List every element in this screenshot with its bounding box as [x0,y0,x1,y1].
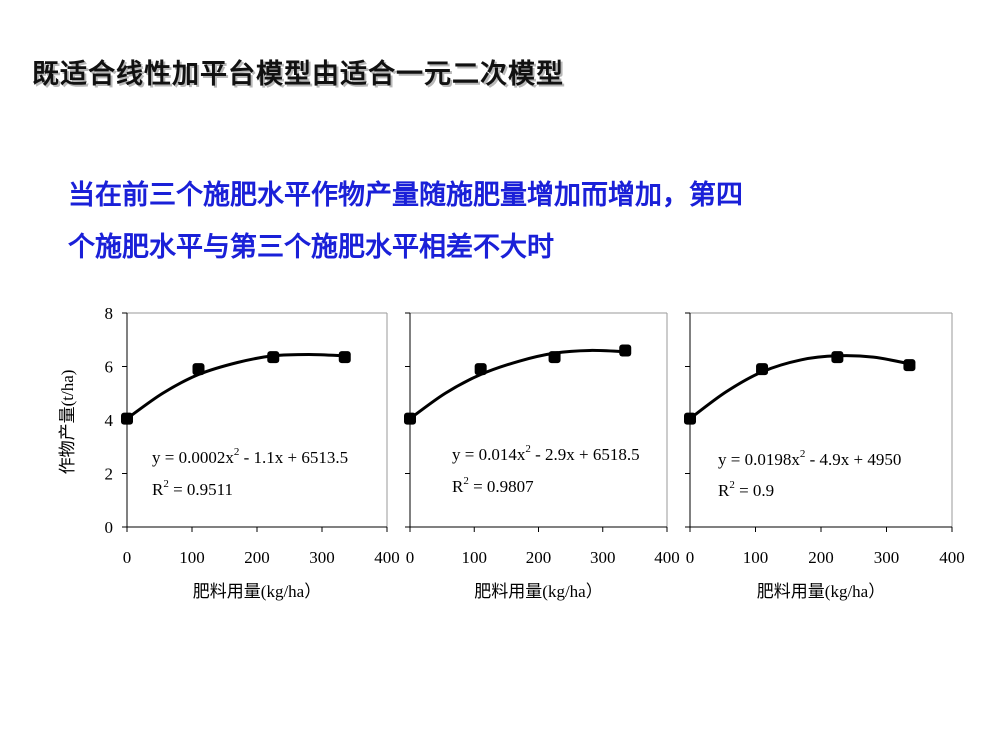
data-point-3 [548,351,561,364]
regression-equation: y = 0.0002x2 - 1.1x + 6513.5 [152,446,348,467]
y-tick-label: 4 [105,411,114,430]
chart-panel-3: 0 100 200 300 400 y = 0.0198x2 - 4.9x + 4950 R… [684,312,965,601]
regression-equation: y = 0.0198x2 - 4.9x + 4950 [718,448,901,469]
fitted-curve [409,348,626,420]
data-point-4 [619,344,632,357]
x-tick-label: 400 [654,548,680,567]
x-tick-label: 400 [939,548,965,567]
x-tick-label: 100 [179,548,205,567]
x-tick-label: 0 [123,548,132,567]
x-tick-label: 300 [590,548,616,567]
data-point-3 [267,351,280,364]
x-tick-label: 200 [808,548,834,567]
x-tick-label: 200 [244,548,270,567]
x-tick-label: 0 [686,548,695,567]
x-tick-label: 300 [874,548,900,567]
data-point-2 [192,363,205,376]
data-point-1 [684,412,696,425]
y-tick-label: 6 [105,358,114,377]
data-point-3 [831,351,844,364]
slide-subtitle: 当在前三个施肥水平作物产量随施肥量增加而增加，第四 个施肥水平与第三个施肥水平相… [68,170,928,274]
subtitle-line-2: 个施肥水平与第三个施肥水平相差不大时 [68,232,554,263]
x-axis-title: 肥料用量(kg/ha） [757,582,885,601]
x-tick-label: 200 [526,548,552,567]
x-tick-label: 100 [743,548,769,567]
x-tick-label: 400 [374,548,400,567]
r-squared: R2 = 0.9511 [152,478,233,499]
r-squared: R2 = 0.9807 [452,475,534,496]
x-axis-title: 肥料用量(kg/ha） [193,582,321,601]
x-tick-label: 100 [462,548,488,567]
fitted-curve [126,352,345,420]
data-point-4 [903,359,916,372]
chart-panel-1: 0 2 4 6 8 0 100 200 300 400 y = 0.0002x2 - 1.1x + … [58,304,400,601]
slide-title: 既适合线性加平台模型由适合一元二次模型 [32,59,564,90]
data-point-1 [404,412,416,425]
fitted-curve [689,354,910,420]
y-tick-label: 2 [105,465,114,484]
y-axis-title: 作物产量(t/ha) [58,370,77,475]
data-point-2 [474,363,487,376]
data-point-1 [121,412,133,425]
y-tick-label: 8 [105,304,114,323]
r-squared: R2 = 0.9 [718,479,774,500]
x-axis-title: 肥料用量(kg/ha） [474,582,602,601]
data-point-2 [756,363,769,376]
x-tick-label: 300 [309,548,335,567]
subtitle-line-1: 当在前三个施肥水平作物产量随施肥量增加而增加，第四 [68,180,743,211]
y-tick-label: 0 [105,518,114,537]
chart-panel-2: 0 100 200 300 400 y = 0.014x2 - 2.9x + 6518.5… [404,312,680,601]
regression-equation: y = 0.014x2 - 2.9x + 6518.5 [452,443,640,464]
data-point-4 [338,351,351,364]
x-tick-label: 0 [406,548,415,567]
